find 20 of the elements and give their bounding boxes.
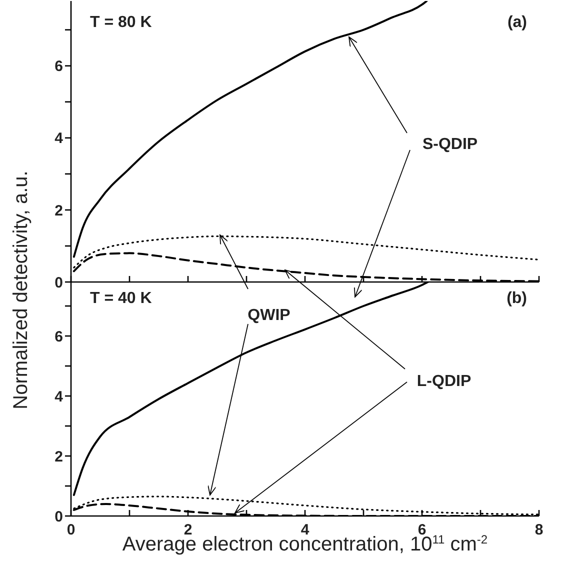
y-tick-label: 2 — [54, 202, 63, 220]
annotation: (a) — [507, 14, 527, 32]
y-tick-label: 6 — [54, 58, 63, 76]
y-tick-label: 2 — [54, 448, 63, 466]
annotation: (b) — [506, 290, 527, 308]
x-tick-label: 2 — [184, 522, 192, 539]
annotation: T = 80 K — [90, 14, 152, 32]
y-tick-label: 0 — [54, 274, 63, 292]
y-tick-label: 0 — [54, 508, 63, 526]
text: L-QDIP — [416, 373, 472, 391]
y-tick-label: 4 — [54, 130, 64, 148]
y-tick-label: 4 — [54, 388, 64, 406]
text: QWIP — [246, 307, 292, 325]
y-tick-label: 6 — [54, 328, 63, 346]
y-axis-title: Normalized detectivity, a.u. — [10, 170, 32, 410]
text: S-QDIP — [421, 136, 479, 154]
x-tick-label: 8 — [534, 522, 544, 539]
x-tick-label: 0 — [66, 522, 76, 539]
x-tick-label: 4 — [300, 522, 310, 539]
annotation: T = 40 K — [90, 290, 152, 308]
